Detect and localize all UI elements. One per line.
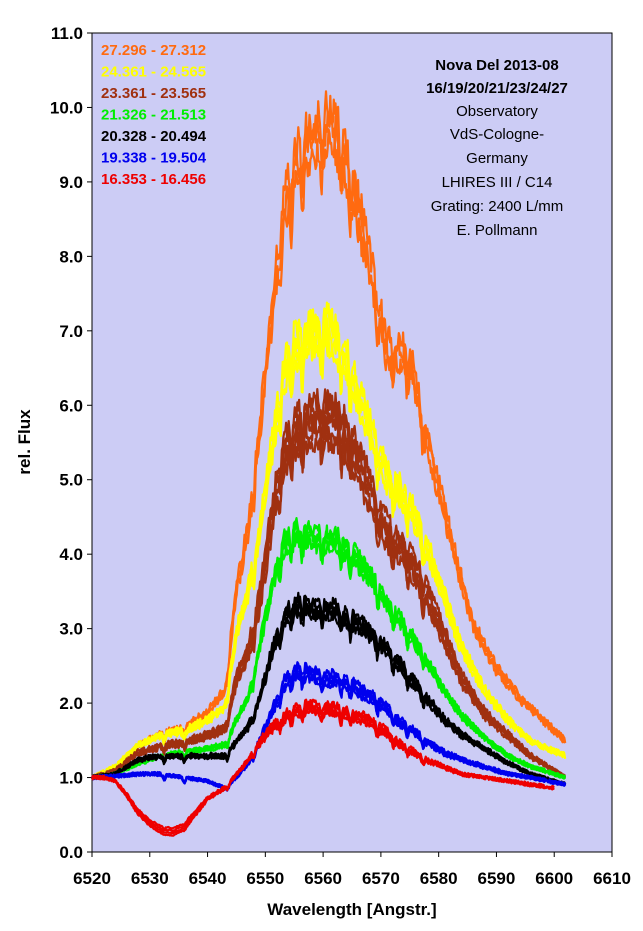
info-dates: 16/19/20/21/23/24/27 [426,80,568,97]
info-line: Grating: 2400 L/mm [431,198,564,215]
info-title: Nova Del 2013-08 [435,57,558,74]
y-tick-label: 5.0 [59,471,83,490]
y-tick-label: 11.0 [51,24,83,43]
y-tick-label: 1.0 [59,769,83,788]
spectrum-line [91,672,567,790]
y-tick-label: 8.0 [59,247,83,266]
x-tick-label: 6570 [362,869,400,888]
legend-entry: 21.326 - 21.513 [101,107,206,124]
x-tick-label: 6550 [246,869,284,888]
y-tick-label: 6.0 [59,396,83,415]
y-tick-label: 4.0 [59,545,83,564]
y-tick-label: 3.0 [59,620,83,639]
x-tick-label: 6560 [304,869,342,888]
spectrum-line [91,431,566,781]
x-tick-label: 6530 [131,869,169,888]
x-axis-ticks: 6520 6530 6540 6550 6560 6570 6580 6590 6600 6610 [73,852,631,888]
legend: 27.296 - 27.312 24.361 - 24.565 23.361 - 2… [101,42,207,188]
legend-entry: 23.361 - 23.565 [101,85,206,102]
spectrum-line [91,605,567,786]
x-tick-label: 6610 [593,869,631,888]
info-line: Observatory [456,103,538,120]
y-tick-label: 0.0 [59,843,83,862]
info-line: E. Pollmann [457,222,538,239]
y-axis-ticks: 0.0 1.0 2.0 3.0 4.0 5.0 6.0 7.0 8.0 9.0 10.0 11.0 [50,24,92,862]
legend-entry: 24.361 - 24.565 [101,64,206,81]
x-tick-label: 6520 [73,869,111,888]
info-line: LHIRES III / C14 [442,174,553,191]
spectrum-line [91,708,555,830]
x-axis-title: Wavelength [Angstr.] [267,900,436,919]
x-tick-label: 6590 [478,869,516,888]
info-line: VdS-Cologne- [450,126,544,143]
legend-entry: 27.296 - 27.312 [101,42,206,59]
legend-entry: 20.328 - 20.494 [101,128,207,145]
spectrum-line [91,335,567,780]
y-axis-title: rel. Flux [15,409,34,475]
y-tick-label: 7.0 [59,322,83,341]
legend-entry: 16.353 - 16.456 [101,171,206,188]
legend-entry: 19.338 - 19.504 [101,150,207,167]
x-tick-label: 6540 [189,869,227,888]
x-tick-label: 6580 [420,869,458,888]
y-tick-label: 9.0 [59,173,83,192]
x-tick-label: 6600 [535,869,573,888]
info-box: Nova Del 2013-08 16/19/20/21/23/24/27 Ob… [426,57,568,239]
spectra-series [90,90,567,837]
info-line: Germany [466,150,528,167]
y-tick-label: 2.0 [59,694,83,713]
y-tick-label: 10.0 [50,98,83,117]
